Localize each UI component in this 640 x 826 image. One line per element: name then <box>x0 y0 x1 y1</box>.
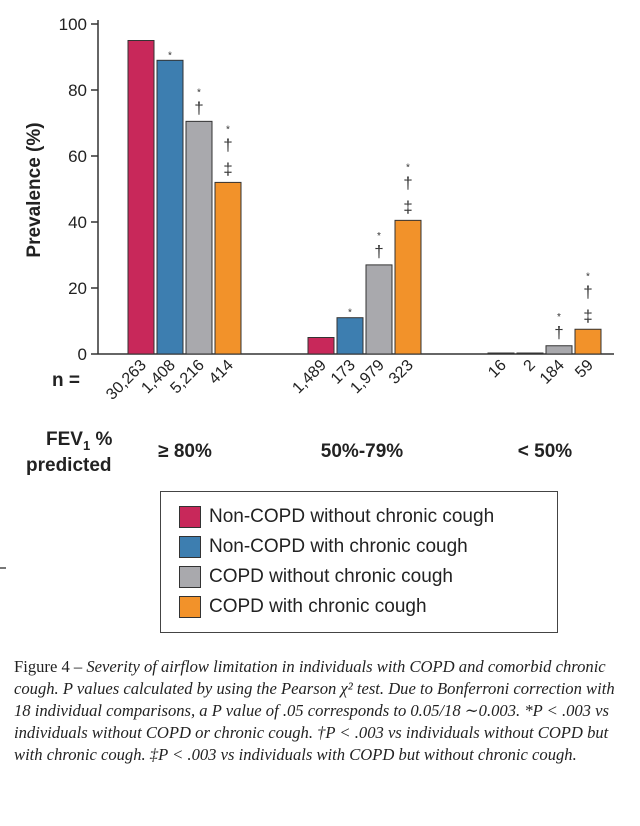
bar <box>214 181 242 355</box>
y-tick-label: 40 <box>68 213 87 232</box>
legend-item: COPD with chronic cough <box>179 592 557 622</box>
n-label: 1,979 <box>347 357 387 397</box>
y-tick-label: 80 <box>68 81 87 100</box>
legend-swatch <box>179 536 201 558</box>
bar <box>574 328 602 355</box>
chart-bars <box>127 40 602 355</box>
significance-mark: * <box>406 162 410 173</box>
x-axis-label: FEV1 % <box>46 429 112 453</box>
y-tick-label: 20 <box>68 279 87 298</box>
bar <box>156 59 184 355</box>
n-label: 5,216 <box>167 357 207 397</box>
legend: Non-COPD without chronic cough Non-COPD … <box>160 491 558 633</box>
bar <box>487 352 515 355</box>
legend-label: COPD with chronic cough <box>209 596 427 617</box>
divider-mark <box>0 567 6 569</box>
significance-mark: † <box>554 323 563 342</box>
legend-item: COPD without chronic cough <box>179 562 557 592</box>
significance-mark: * <box>226 124 230 135</box>
significance-marks: **†*†*†*‡†*‡†*‡†* <box>168 50 593 341</box>
legend-swatch <box>179 596 201 618</box>
bar <box>185 120 213 355</box>
significance-mark: † <box>583 282 592 301</box>
significance-mark: * <box>168 50 172 61</box>
n-label: 414 <box>206 357 237 388</box>
legend-label: Non-COPD with chronic cough <box>209 536 468 557</box>
y-tick-label: 0 <box>78 345 87 364</box>
significance-mark: † <box>374 242 383 261</box>
category-label: 50%-79% <box>321 441 403 462</box>
significance-mark: ‡ <box>403 197 412 216</box>
bar <box>394 219 422 355</box>
category-labels: ≥ 80% 50%-79% < 50% <box>158 441 572 462</box>
bar <box>545 345 573 355</box>
legend-swatch <box>179 506 201 528</box>
n-prefix-label: n = <box>52 370 80 391</box>
n-label: 2 <box>521 357 539 375</box>
category-label: ≥ 80% <box>158 441 212 462</box>
legend-item: Non-COPD without chronic cough <box>179 502 557 532</box>
significance-mark: * <box>586 271 590 282</box>
legend-item: Non-COPD with chronic cough <box>179 532 557 562</box>
significance-mark: * <box>377 231 381 242</box>
significance-mark: * <box>197 87 201 98</box>
n-label: 1,489 <box>289 357 329 397</box>
bar <box>365 264 393 355</box>
significance-mark: * <box>557 312 561 323</box>
significance-mark: † <box>403 173 412 192</box>
n-label: 16 <box>485 357 510 382</box>
significance-mark: ‡ <box>223 159 232 178</box>
significance-mark: † <box>194 98 203 117</box>
bar <box>307 337 335 355</box>
significance-mark: * <box>348 308 352 319</box>
n-label: 184 <box>537 357 568 388</box>
significance-mark: † <box>223 135 232 154</box>
significance-mark: ‡ <box>583 306 592 325</box>
figure-caption: Figure 4 – Severity of airflow limitatio… <box>14 656 626 766</box>
bar <box>336 317 364 355</box>
legend-swatch <box>179 566 201 588</box>
x-axis-label-rest: % <box>90 429 112 450</box>
y-tick-label: 100 <box>59 15 87 34</box>
bar <box>127 40 155 355</box>
chart-axes: 0 20 40 60 80 100 <box>59 15 614 364</box>
x-axis-label-main: FEV <box>46 429 83 450</box>
x-axis-label-line2: predicted <box>26 455 112 476</box>
caption-figure-number: Figure 4 – <box>14 657 87 676</box>
y-tick-label: 60 <box>68 147 87 166</box>
legend-label: Non-COPD without chronic cough <box>209 506 495 527</box>
x-axis-label-subscript: 1 <box>83 438 90 453</box>
n-label: 323 <box>386 357 417 388</box>
bar <box>516 352 544 355</box>
y-axis-label: Prevalence (%) <box>24 122 45 257</box>
caption-text: Severity of airflow limitation in indivi… <box>14 657 615 764</box>
category-label: < 50% <box>518 441 573 462</box>
legend-label: COPD without chronic cough <box>209 566 453 587</box>
n-label: 59 <box>572 357 597 382</box>
